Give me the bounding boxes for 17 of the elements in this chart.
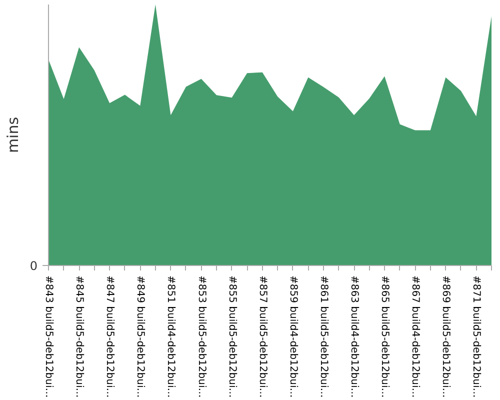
x-tick-label: #843 build5-deb12bui… bbox=[43, 276, 54, 398]
x-tick-label: #845 build5-deb12bui… bbox=[74, 276, 85, 398]
x-tick-label: #865 build5-deb12bui… bbox=[379, 276, 390, 398]
x-tick-label: #851 build4-deb12bui… bbox=[165, 276, 176, 398]
y-axis-title: mins bbox=[4, 116, 22, 154]
x-tick-label: #857 build5-deb12bui… bbox=[256, 276, 268, 398]
x-tick-label: #853 build5-deb12bui… bbox=[196, 276, 207, 398]
x-tick-label: #861 build5-deb12bui… bbox=[318, 276, 329, 398]
x-tick-label: #859 build4-deb12bui… bbox=[287, 276, 298, 398]
x-tick-label: #863 build4-deb12bui… bbox=[348, 276, 360, 398]
x-tick-label: #849 build5-deb12bui… bbox=[134, 276, 146, 398]
x-tick-label: #847 build5-deb12bui… bbox=[104, 276, 116, 398]
x-tick-label: #869 build5-deb12bui… bbox=[440, 276, 452, 398]
x-tick-label: #871 build5-deb12bui… bbox=[470, 276, 482, 398]
text: 0 bbox=[30, 259, 38, 273]
x-tick-label: #855 build5-deb12bui… bbox=[226, 276, 238, 398]
x-tick-label: #867 build4-deb12bui… bbox=[410, 276, 421, 398]
